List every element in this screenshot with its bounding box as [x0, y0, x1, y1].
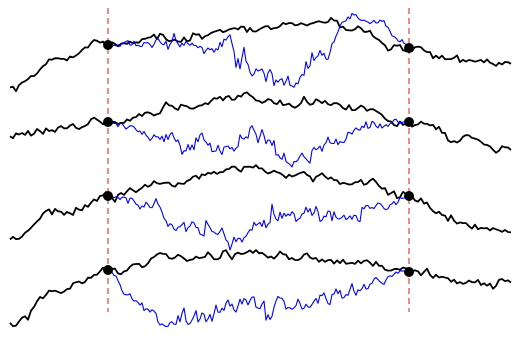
base-path	[9, 17, 512, 93]
panel-2	[9, 91, 512, 168]
panel-3	[9, 164, 512, 251]
bridge-path	[107, 195, 409, 251]
endpoint-left	[103, 40, 113, 50]
endpoint-right	[404, 43, 414, 53]
path-panels	[9, 12, 512, 328]
endpoint-left	[103, 265, 113, 275]
endpoint-right	[404, 117, 414, 127]
vertical-marker-lines	[107, 8, 410, 312]
panel-1	[9, 12, 512, 93]
bridge-path	[107, 12, 409, 88]
endpoint-left	[103, 117, 113, 127]
endpoint-right	[404, 267, 414, 277]
panel-4	[9, 249, 512, 328]
bridge-path	[107, 269, 409, 328]
base-path	[9, 164, 512, 241]
base-path	[9, 91, 512, 154]
bridge-path	[107, 118, 409, 168]
endpoint-right	[404, 191, 414, 201]
base-path	[9, 249, 512, 328]
endpoint-left	[103, 191, 113, 201]
